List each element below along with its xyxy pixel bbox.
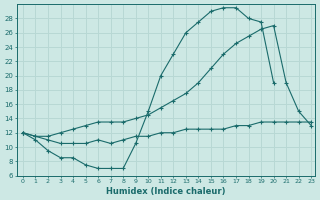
X-axis label: Humidex (Indice chaleur): Humidex (Indice chaleur): [106, 187, 226, 196]
